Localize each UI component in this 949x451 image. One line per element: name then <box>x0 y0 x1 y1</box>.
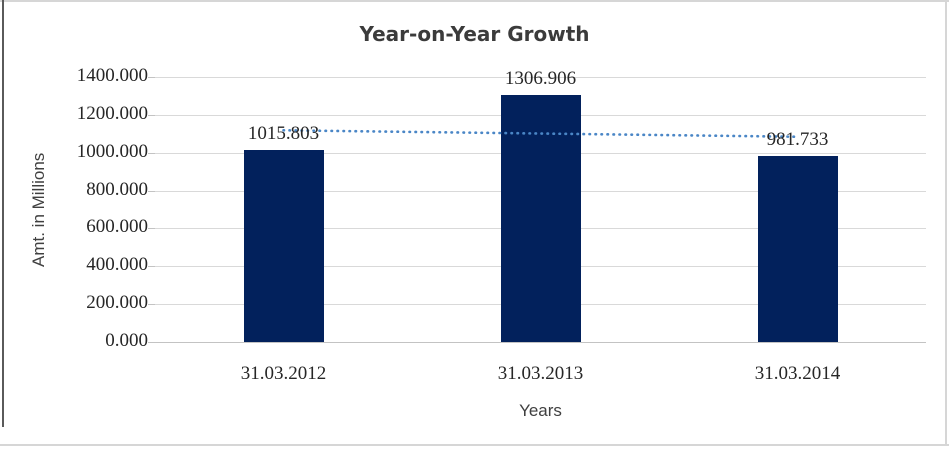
bar-31.03.2013 <box>500 94 581 342</box>
y-tick-label: 0.000 <box>105 330 148 351</box>
frame-border-top <box>0 0 949 2</box>
x-axis-title: Years <box>519 401 562 420</box>
gridline <box>155 77 926 78</box>
chart-title: Year-on-Year Growth <box>359 22 590 46</box>
y-tick-label: 1200.000 <box>76 103 148 124</box>
y-tick-label: 600.000 <box>86 216 148 237</box>
y-tick-label: 1000.000 <box>76 141 148 162</box>
frame-border-bottom <box>0 444 949 446</box>
y-tick-label: 800.000 <box>86 179 148 200</box>
data-label: 981.733 <box>766 129 829 151</box>
y-axis-tick <box>148 304 155 305</box>
y-axis-tick <box>148 77 155 78</box>
data-label: 1015.803 <box>247 122 320 144</box>
y-axis-tick <box>148 115 155 116</box>
data-label: 1306.906 <box>504 67 577 89</box>
frame-border-left <box>2 0 4 427</box>
x-category-label: 31.03.2014 <box>754 363 841 384</box>
x-category-label: 31.03.2012 <box>240 363 327 384</box>
frame-border-right <box>945 0 947 446</box>
y-axis-tick <box>148 266 155 267</box>
y-tick-label: 1400.000 <box>76 65 148 86</box>
y-axis-tick <box>148 228 155 229</box>
x-category-label: 31.03.2013 <box>497 363 584 384</box>
y-tick-label: 200.000 <box>86 292 148 313</box>
y-axis-tick <box>148 153 155 154</box>
x-axis-line <box>148 342 926 343</box>
bar-31.03.2012 <box>243 149 324 342</box>
y-axis-tick <box>148 191 155 192</box>
bar-31.03.2014 <box>757 156 838 342</box>
y-tick-label: 400.000 <box>86 254 148 275</box>
